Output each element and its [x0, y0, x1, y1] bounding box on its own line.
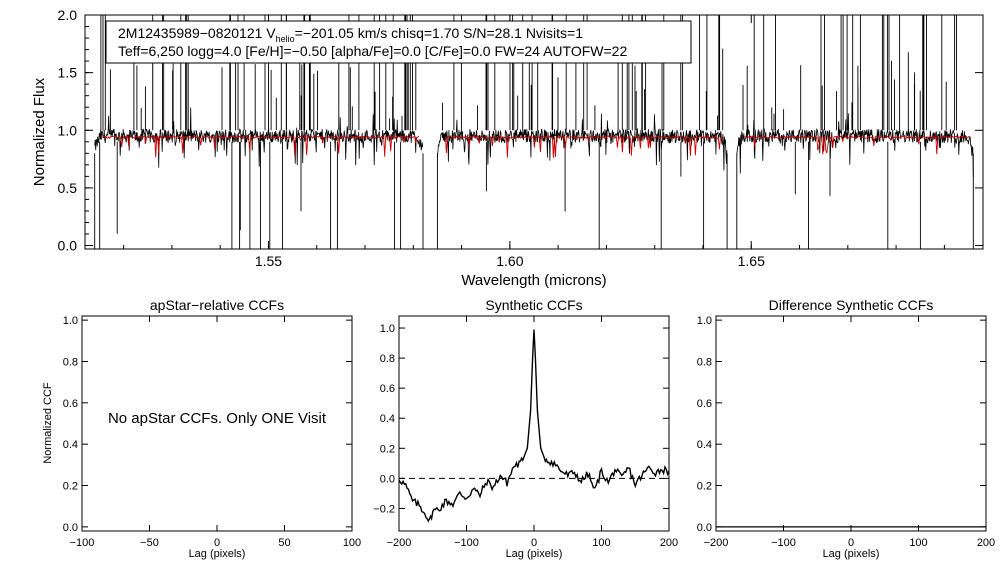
ccf-ytick-label: 0.0 [697, 522, 712, 534]
no-ccf-annotation: No apStar CCFs. Only ONE Visit [108, 410, 327, 427]
ccf-ytick-label: 0.0 [63, 522, 78, 534]
ccf-ytick-label: 1.0 [697, 315, 712, 327]
ccf-ytick-label: −0.2 [373, 503, 395, 515]
ccf-ytick-label: 0.2 [380, 443, 395, 455]
ccf-series-line [398, 329, 670, 523]
ccf-ytick-label: 0.6 [697, 398, 712, 410]
ccf-xtick-label: 50 [278, 537, 290, 549]
ccf-ytick-label: 1.0 [63, 315, 78, 327]
ccf-apstar-ylabel: Normalized CCF [42, 382, 54, 464]
ccf-synthetic-xlabel: Lag (pixels) [506, 548, 563, 560]
ccf-ytick-label: 1.0 [380, 323, 395, 335]
ccf-panel-synthetic: Synthetic CCFs −200 −100 0 100 200 −0.2 0.0 0.2… [373, 297, 678, 560]
ccf-xtick-label: −200 [704, 537, 729, 549]
spectrum-ytick-label: 1.5 [58, 65, 78, 81]
ccf-ytick-label: 0.8 [697, 356, 712, 368]
spectrum-ytick-label: 1.0 [58, 122, 78, 138]
ccf-ytick-label: 0.8 [63, 356, 78, 368]
ccf-xtick-label: 0 [214, 537, 220, 549]
spectrum-ylabel: Normalized Flux [31, 77, 48, 186]
sky-line-spikes [100, 15, 957, 131]
info-line-1-start: 2M12435989−0820121 V [118, 25, 276, 41]
ccf-panel-difference: Difference Synthetic CCFs −200 −100 0 100 20… [697, 297, 995, 560]
spectrum-ticks: 1.55 1.60 1.65 0.0 0.5 1.0 1.5 2.0 [58, 7, 983, 269]
ccf-difference-xlabel: Lag (pixels) [823, 548, 880, 560]
ccf-xtick-label: 0 [531, 537, 537, 549]
ccf-synthetic-title: Synthetic CCFs [485, 297, 582, 313]
spectrum-ytick-label: 0.5 [58, 180, 78, 196]
ccf-ytick-label: 0.4 [380, 413, 395, 425]
ccf-synthetic-ticks: −200 −100 0 100 200 −0.2 0.0 0.2 0.4 0.6 0.8 1.0 [373, 316, 678, 549]
ccf-xtick-label: 100 [592, 537, 610, 549]
ccf-ytick-label: 0.6 [380, 383, 395, 395]
ccf-xtick-label: 100 [909, 537, 927, 549]
chip-edges [94, 153, 974, 249]
ccf-ytick-label: 0.4 [697, 439, 712, 451]
ccf-xtick-label: −100 [771, 537, 796, 549]
spectrum-lines [94, 15, 974, 249]
ccf-ytick-label: 0.6 [63, 398, 78, 410]
observed-spectrum-line [94, 107, 974, 178]
ccf-xtick-label: 200 [660, 537, 678, 549]
info-line-1: 2M12435989−0820121 Vhelio=−201.05 km/s c… [118, 25, 583, 44]
ccf-synthetic-frame [398, 315, 670, 532]
ccf-xtick-label: −100 [70, 537, 95, 549]
model-spectrum-line [102, 134, 970, 158]
info-line-1-subscript: helio [276, 34, 295, 44]
ccf-xtick-label: 0 [848, 537, 854, 549]
spectrum-xlabel: Wavelength (microns) [461, 272, 606, 289]
info-box [105, 20, 692, 64]
ccf-xtick-label: 200 [977, 537, 995, 549]
ccf-apstar-xlabel: Lag (pixels) [189, 548, 246, 560]
info-line-2: Teff=6,250 logg=4.0 [Fe/H]=−0.50 [alpha/… [118, 43, 627, 59]
ccf-panel-apstar: apStar−relative CCFs −100 −50 0 50 100 0.0 0.2… [42, 297, 361, 560]
spectrum-xtick-label: 1.60 [496, 253, 523, 269]
spectrum-frame [84, 14, 984, 250]
ccf-ytick-label: 0.4 [63, 439, 78, 451]
ccf-synthetic-lines [398, 329, 670, 523]
ccf-xtick-label: −50 [140, 537, 159, 549]
absorption-dips [99, 141, 921, 249]
ccf-difference-ticks: −200 −100 0 100 200 0.0 0.2 0.4 0.6 0.8 1.0 [697, 315, 995, 549]
ccf-ytick-label: 0.8 [380, 353, 395, 365]
ccf-xtick-label: 100 [343, 537, 361, 549]
ccf-ytick-label: 0.2 [697, 481, 712, 493]
ccf-xtick-label: −200 [387, 537, 412, 549]
ccf-xtick-label: −100 [454, 537, 479, 549]
ccf-difference-title: Difference Synthetic CCFs [769, 297, 934, 313]
ccf-difference-frame [715, 315, 987, 532]
ccf-apstar-ticks: −100 −50 0 50 100 0.0 0.2 0.4 0.6 0.8 1.0 [63, 315, 361, 549]
ccf-apstar-title: apStar−relative CCFs [150, 297, 284, 313]
ccf-ytick-label: 0.2 [63, 481, 78, 493]
info-line-1-end: =−201.05 km/s chisq=1.70 S/N=28.1 Nvisit… [295, 25, 584, 41]
spectrum-ytick-label: 2.0 [58, 7, 78, 23]
spectrum-xtick-label: 1.55 [255, 253, 282, 269]
spectrum-panel: 1.55 1.60 1.65 0.0 0.5 1.0 1.5 2.0 2M12435989−0… [31, 7, 984, 289]
spectrum-ytick-label: 0.0 [58, 238, 78, 254]
ccf-ytick-label: 0.0 [380, 473, 395, 485]
spectrum-xtick-label: 1.65 [738, 253, 765, 269]
